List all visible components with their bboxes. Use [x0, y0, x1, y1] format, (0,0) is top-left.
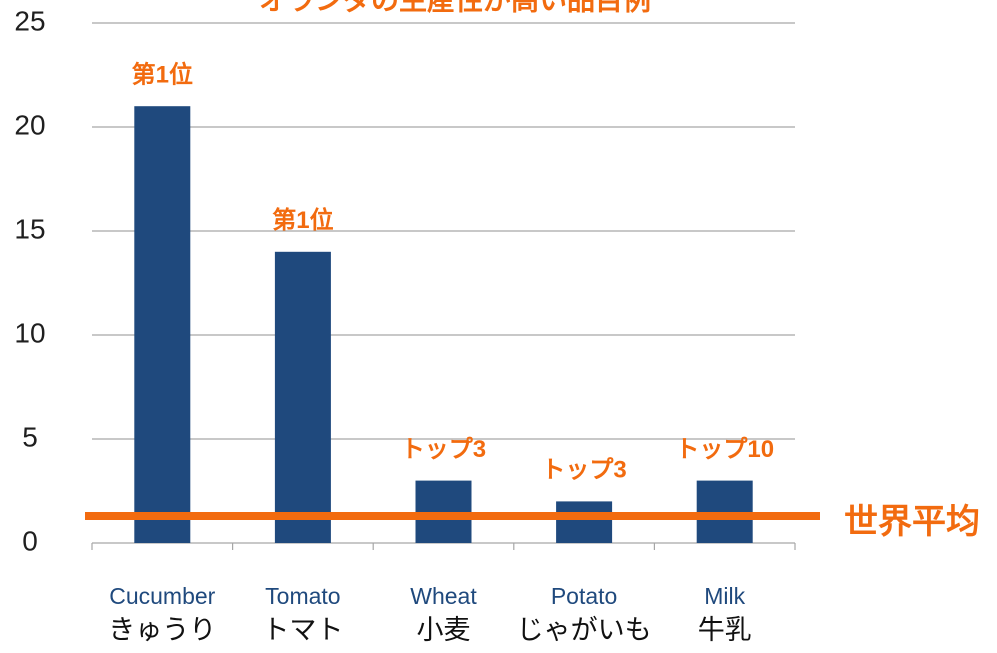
chart-title: オランダの生産性が高い品目例 [259, 0, 651, 15]
annotation: トップ3 [541, 457, 626, 484]
y-tick-label: 20 [14, 109, 45, 140]
bar [556, 501, 613, 543]
bar [696, 480, 753, 543]
x-tick-label: Wheat [410, 583, 477, 609]
bar [134, 106, 191, 543]
y-tick-label: 5 [22, 421, 38, 452]
y-tick-label: 15 [14, 213, 45, 244]
x-tick-label-ja: トマト [262, 615, 343, 645]
reference-label: 世界平均 [844, 503, 980, 541]
y-tick-label: 10 [14, 317, 45, 348]
x-tick-label: Tomato [265, 583, 340, 609]
y-tick-label: 0 [22, 525, 38, 556]
x-tick-label: Potato [551, 583, 618, 609]
annotation: トップ3 [401, 436, 486, 463]
bar [274, 251, 331, 544]
annotation: トップ10 [675, 436, 774, 463]
annotation: 第1位 [272, 206, 333, 234]
y-tick-label: 25 [14, 5, 45, 36]
x-tick-label-ja: じゃがいも [517, 615, 652, 645]
x-tick-label: Cucumber [109, 583, 215, 609]
bar [415, 480, 472, 543]
annotation: 第1位 [132, 61, 193, 89]
x-tick-label-ja: 牛乳 [698, 615, 752, 645]
x-tick-label-ja: きゅうり [108, 615, 216, 645]
x-tick-label-ja: 小麦 [417, 615, 471, 645]
x-tick-label: Milk [704, 583, 745, 609]
